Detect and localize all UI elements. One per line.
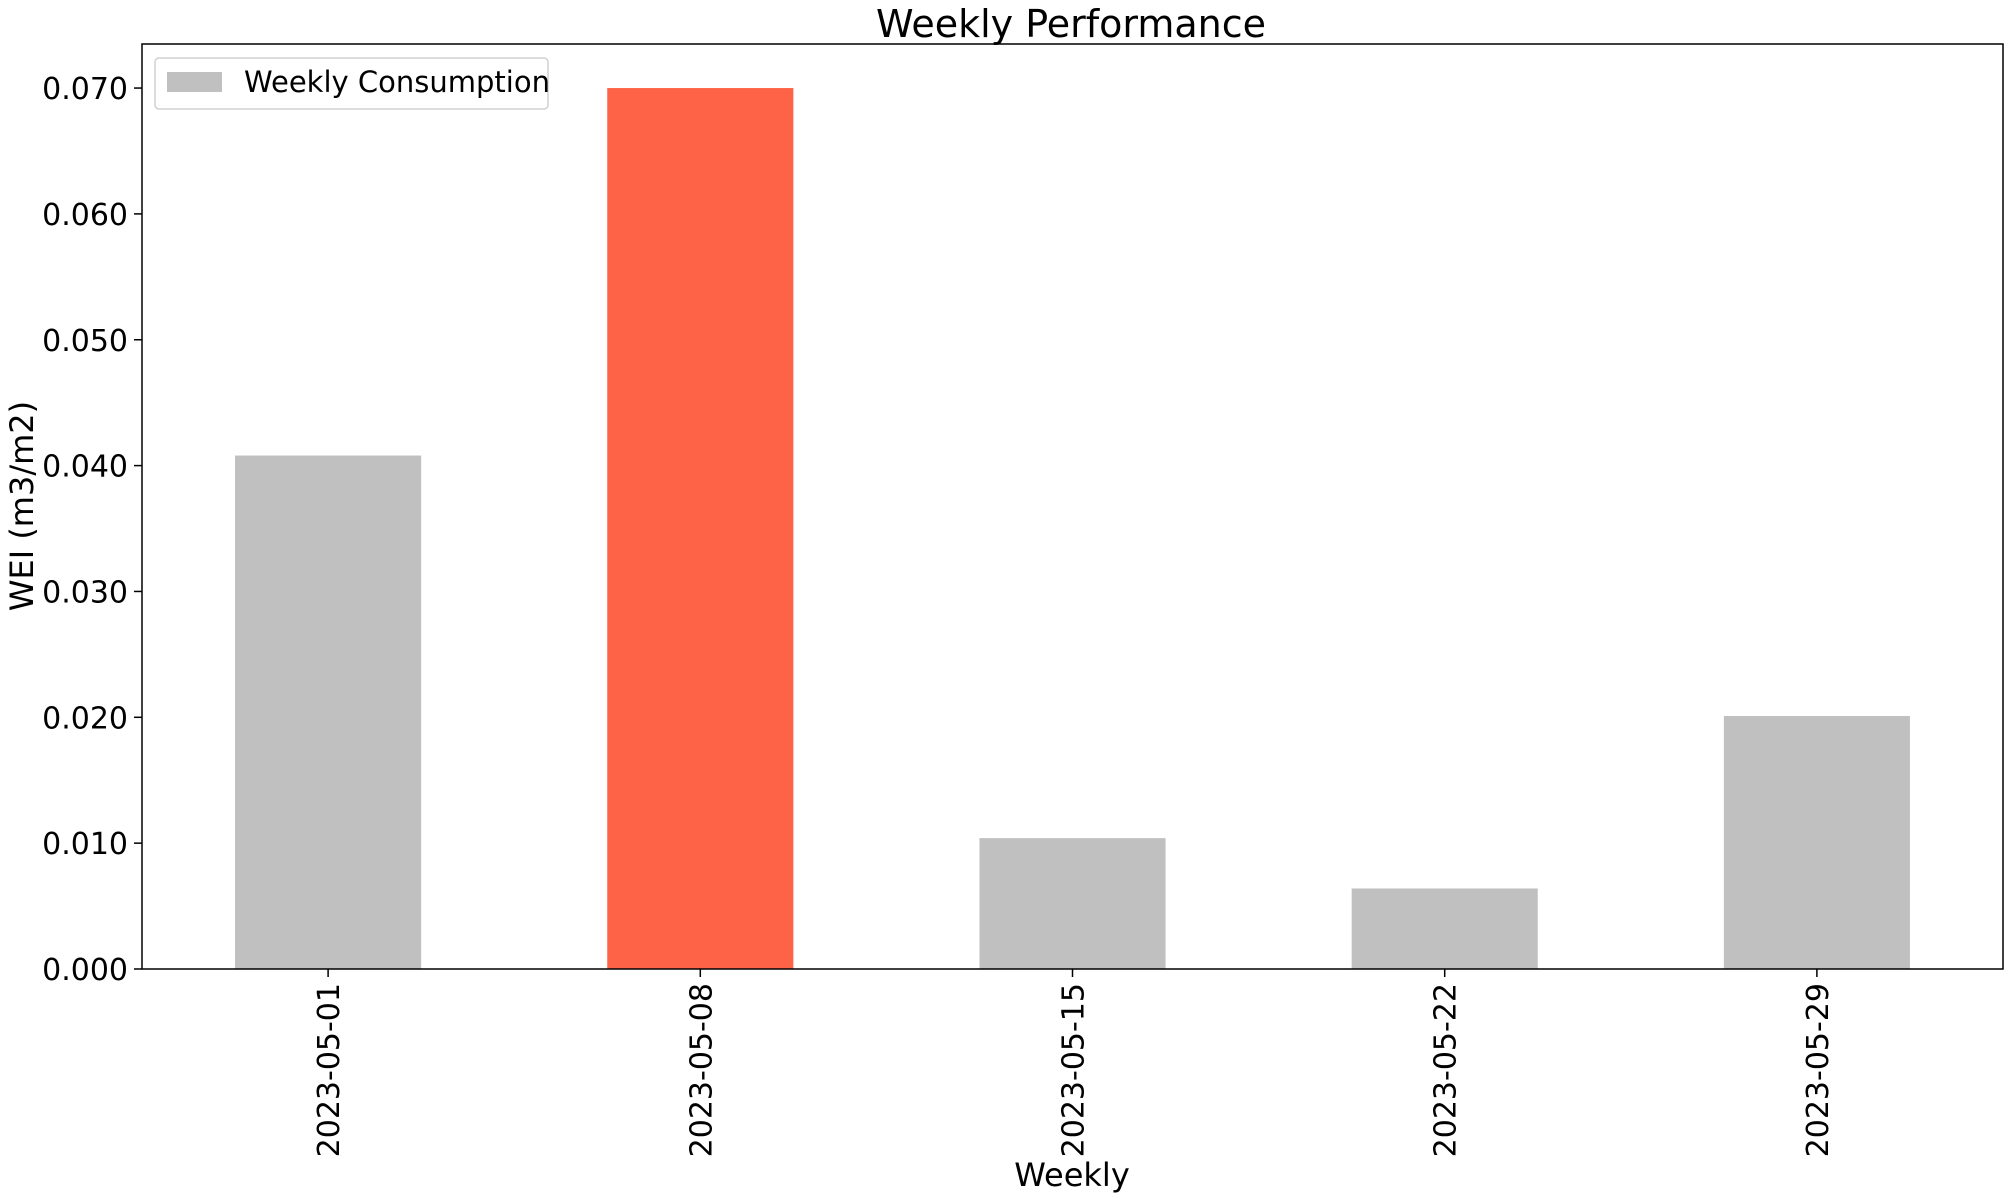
y-tick-label: 0.040 [42, 450, 128, 485]
bar-2023-05-22 [1351, 888, 1538, 969]
y-tick-label: 0.050 [42, 324, 128, 359]
x-tick-label: 2023-05-22 [1429, 983, 1464, 1157]
legend-swatch [167, 72, 222, 92]
bar-2023-05-15 [979, 838, 1166, 969]
bar-2023-05-08 [607, 88, 794, 970]
y-tick-label: 0.010 [42, 827, 128, 862]
y-tick-label: 0.020 [42, 701, 128, 736]
x-tick-label: 2023-05-08 [684, 983, 719, 1157]
bar-2023-05-29 [1723, 716, 1910, 969]
legend: Weekly Consumption [154, 57, 550, 110]
y-axis-ticks: 0.000 0.010 0.020 0.030 0.040 0.050 0.060 0.070 [42, 72, 142, 988]
legend-entry-label: Weekly Consumption [244, 65, 550, 99]
x-tick-label: 2023-05-29 [1801, 983, 1836, 1157]
y-tick-label: 0.070 [42, 72, 128, 107]
y-tick-label: 0.000 [42, 953, 128, 988]
y-axis-label: WEI (m3/m2) [3, 401, 41, 611]
x-tick-label: 2023-05-15 [1057, 983, 1092, 1157]
x-axis-label: Weekly [1014, 1156, 1130, 1194]
x-axis-ticks: 2023-05-01 2023-05-08 2023-05-15 2023-05-22… [312, 969, 1836, 1157]
x-tick-label: 2023-05-01 [312, 983, 347, 1157]
bar-2023-05-01 [235, 455, 422, 969]
chart-title: Weekly Performance [876, 2, 1266, 46]
legend-box [154, 57, 549, 110]
bars-group [235, 88, 1910, 970]
y-tick-label: 0.060 [42, 198, 128, 233]
y-tick-label: 0.030 [42, 575, 128, 610]
